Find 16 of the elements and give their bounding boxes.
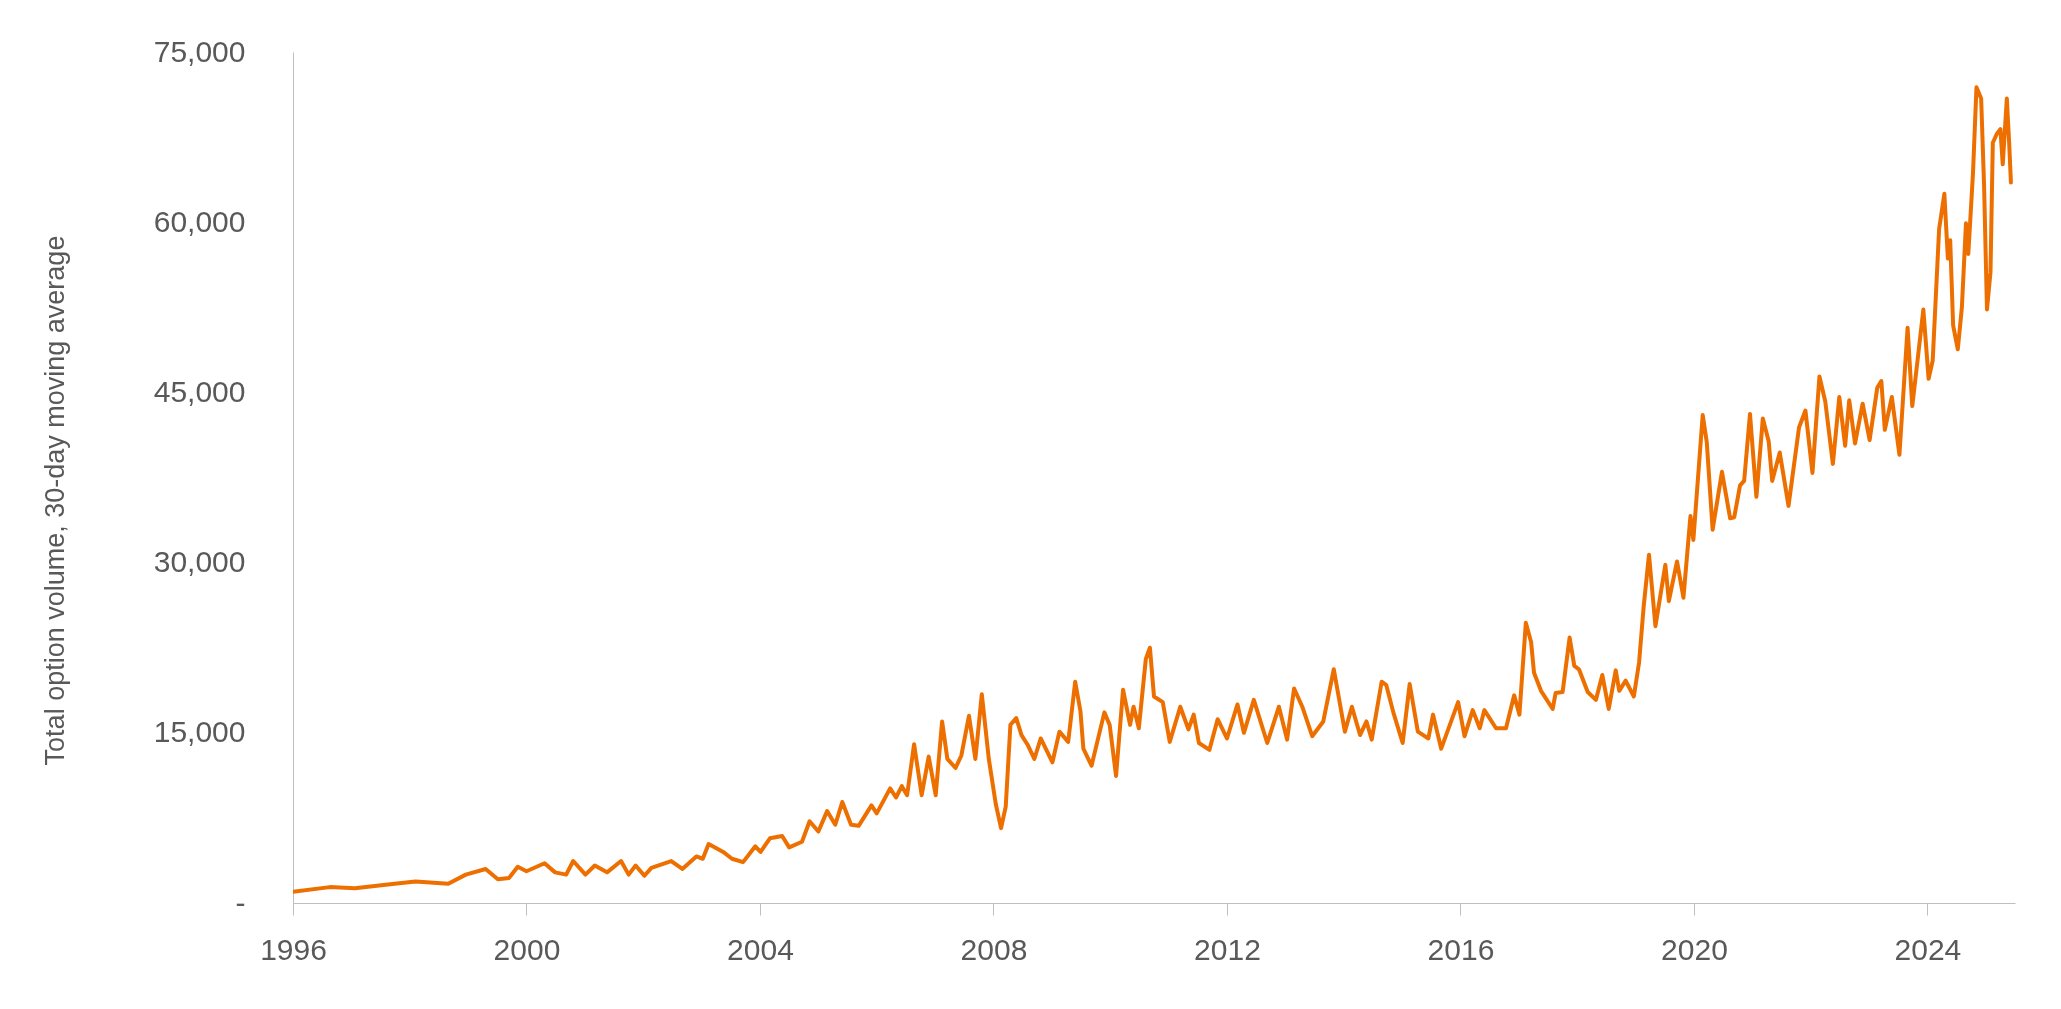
x-tick-label: 2000 <box>493 932 561 966</box>
x-tick-label: 2012 <box>1194 932 1261 966</box>
y-axis-title: Total option volume, 30-day moving average <box>39 235 70 766</box>
y-tick-label: 75,000 <box>153 34 246 68</box>
x-tick-label: 2020 <box>1661 932 1728 966</box>
x-tick-label: 2016 <box>1427 932 1495 966</box>
y-tick-label: 60,000 <box>153 204 246 238</box>
y-tick-label: 15,000 <box>153 715 246 749</box>
y-tick-label: - <box>235 885 246 919</box>
y-tick-label: 30,000 <box>153 545 246 579</box>
x-tick-label: 2008 <box>960 932 1028 966</box>
x-tick-label: 1996 <box>260 932 327 966</box>
line-series <box>293 85 2013 894</box>
x-tick-label: 2024 <box>1894 932 1962 966</box>
x-tick-label: 2004 <box>727 932 794 966</box>
y-tick-label: 45,000 <box>153 374 246 408</box>
